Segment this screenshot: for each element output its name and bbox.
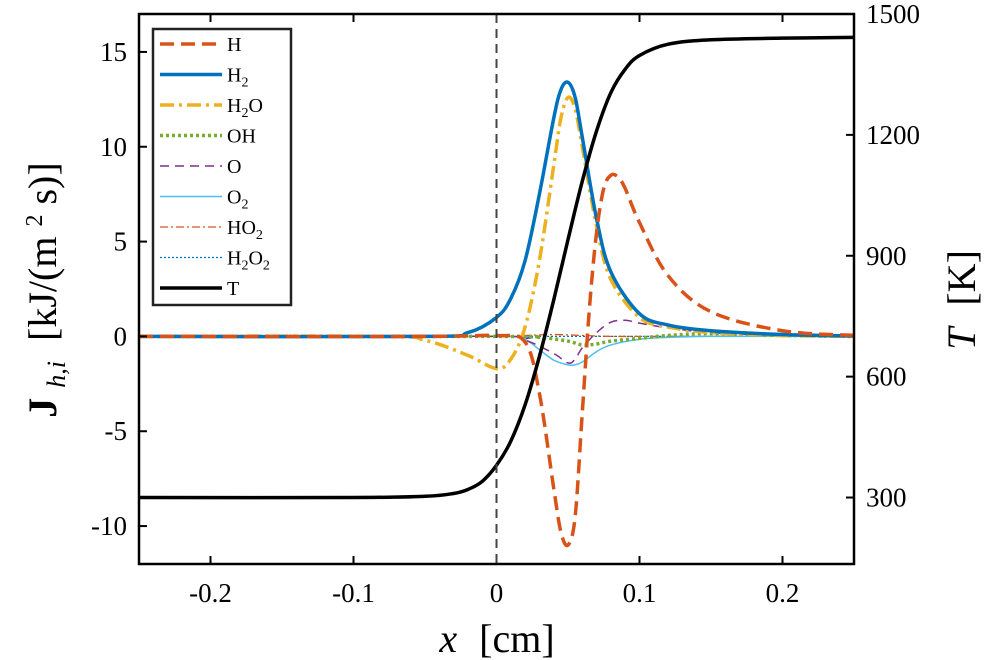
legend-entries: H H2 H2O OH O O2 HO2 H2O2 T (160, 34, 270, 300)
right-y-tick-label: 1500 (866, 0, 920, 29)
left-y-tick-label: 0 (114, 321, 128, 351)
x-tick-label: -0.2 (189, 578, 232, 608)
left-y-axis-title: J h,i [kJ/(m 2 s)] (6, 162, 74, 417)
left-y-tick-label: 15 (100, 37, 127, 67)
x-tick-label: 0.2 (766, 578, 800, 608)
left-y-tick-label: -10 (91, 511, 127, 541)
plot-frame (137, 12, 856, 566)
left-y-tick-label: 5 (114, 227, 128, 257)
plot-lines (138, 35, 855, 548)
left-y-axis-subscript: h,i (42, 361, 71, 388)
left-y-axis-unit-end: s)] (20, 162, 65, 204)
legend-label-t: T (227, 278, 239, 300)
legend-label-h2: H2 (227, 65, 248, 91)
series-line-oh (138, 331, 855, 347)
legend-label-h2o: H2O (227, 95, 263, 121)
right-y-tick-label: 600 (866, 362, 907, 392)
legend-label-o: O (227, 156, 241, 178)
legend-box (151, 27, 293, 307)
right-y-tick-label: 900 (866, 241, 907, 271)
left-y-axis-symbol: J (20, 398, 65, 418)
right-y-tick-label: 1200 (866, 120, 920, 150)
legend-label-h: H (227, 34, 241, 56)
right-y-axis-symbol: T (939, 325, 984, 350)
legend-label-ho2: HO2 (227, 217, 263, 243)
left-y-axis-unit-sup: 2 (22, 215, 48, 227)
series-line-o (138, 319, 855, 364)
left-y-axis-unit: [kJ/(m (20, 237, 65, 341)
legend-label-o2: O2 (227, 187, 248, 213)
series-line-t (138, 35, 855, 500)
legend: H H2 H2O OH O O2 HO2 H2O2 T (151, 27, 293, 307)
x-axis-symbol: x (438, 616, 457, 660)
right-y-tick-label: 300 (866, 483, 907, 513)
tick-labels: -0.2 -0.1 0 0.1 0.2 -10 -5 0 5 10 15 300 600 900 1200 1… (91, 0, 920, 608)
series-line-h2o (138, 95, 855, 371)
right-y-axis-unit: [K] (939, 250, 984, 306)
series-line-h (138, 172, 855, 548)
legend-label-h2o2: H2O2 (227, 248, 270, 274)
left-y-tick-label: 10 (100, 132, 127, 162)
series-line-h2 (138, 80, 855, 339)
x-tick-label: 0 (490, 578, 504, 608)
left-y-tick-label: -5 (105, 416, 128, 446)
legend-label-oh: OH (227, 126, 256, 148)
right-y-axis-title: T [K] (939, 250, 984, 350)
x-tick-label: 0.1 (623, 578, 657, 608)
x-axis-title: x [cm] (438, 616, 554, 660)
x-tick-label: -0.1 (332, 578, 375, 608)
x-axis-unit: [cm] (479, 616, 555, 660)
